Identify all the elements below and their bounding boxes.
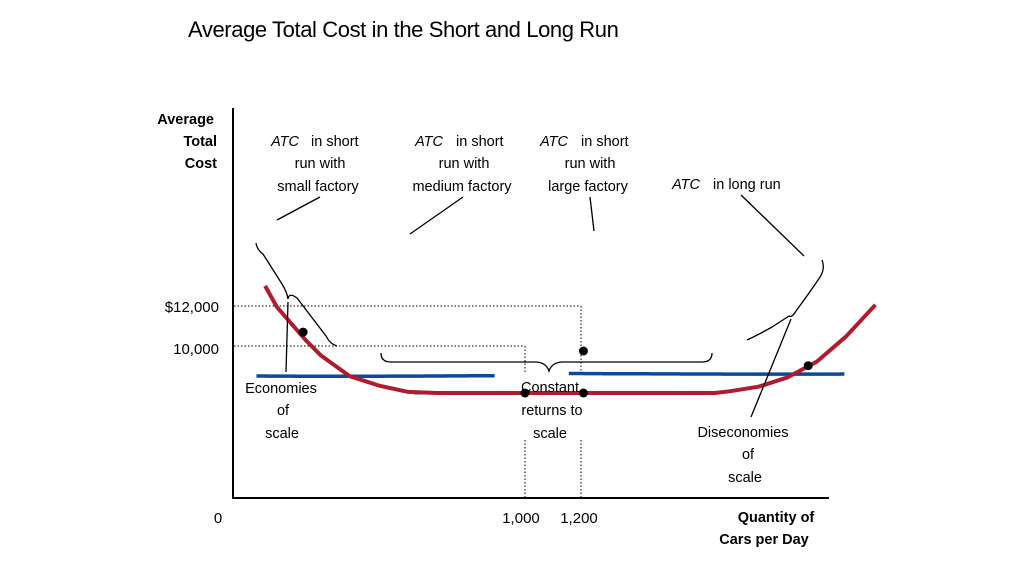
label-long-run-line-1: in long run: [713, 177, 781, 193]
point-1200-10000: [578, 388, 588, 398]
x-axis-title-line-1: Quantity of: [738, 510, 815, 526]
page-title: Average Total Cost in the Short and Long…: [188, 17, 619, 42]
brace-diseconomies-of-scale: [746, 259, 824, 341]
pointer-diseconomies: [750, 318, 792, 418]
pointer-economies: [285, 301, 289, 373]
diseconomies-line-3: scale: [728, 470, 762, 486]
label-medium-factory-line-1: in short: [456, 134, 504, 150]
label-large-factory-line-2: run with: [565, 156, 616, 172]
point-small-factory-tangency: [298, 327, 308, 337]
y-tick-label-10000: 10,000: [173, 341, 219, 358]
label-large-factory-line-1: in short: [581, 134, 629, 150]
label-large-factory-line-3: large factory: [548, 179, 629, 195]
x-tick-label-1000: 1,000: [502, 510, 540, 527]
point-1000-10000: [520, 388, 530, 398]
pointer-long-run: [740, 194, 805, 257]
atc-long-run-curve: [263, 284, 877, 395]
pointer-small-factory: [276, 196, 321, 221]
pointer-large-factory: [589, 196, 595, 232]
label-small-factory-atc: ATC: [270, 134, 299, 150]
constant-line-1: Constant: [521, 380, 579, 396]
economies-line-3: scale: [265, 426, 299, 442]
brace-constant-returns: [380, 352, 713, 374]
diseconomies-line-1: Diseconomies: [697, 425, 788, 441]
brace-economies-of-scale: [255, 242, 338, 347]
label-long-run: ATC in long run: [671, 177, 781, 193]
y-tick-label-12000: $12,000: [165, 299, 219, 316]
atc-short-run-large-factory-curve: [568, 371, 845, 376]
label-medium-factory-atc: ATC: [414, 134, 443, 150]
economies-line-1: Economies: [245, 381, 317, 397]
economies-line-2: of: [277, 403, 290, 419]
label-small-factory-line-3: small factory: [277, 179, 359, 195]
x-tick-label-1200: 1,200: [560, 510, 598, 527]
origin-label: 0: [214, 510, 222, 527]
constant-line-2: returns to: [521, 403, 582, 419]
label-medium-factory-line-3: medium factory: [412, 179, 512, 195]
atc-short-run-small-factory-curve: [256, 373, 495, 378]
diseconomies-line-2: of: [742, 447, 755, 463]
label-large-factory: ATC in short run with large factory: [539, 134, 629, 195]
constant-line-3: scale: [533, 426, 567, 442]
label-large-factory-atc: ATC: [539, 134, 568, 150]
label-small-factory: ATC in short run with small factory: [270, 134, 359, 195]
y-axis-title-line-1: Average: [157, 112, 214, 128]
pointer-medium-factory: [409, 196, 464, 235]
label-small-factory-line-1: in short: [311, 134, 359, 150]
label-small-factory-line-2: run with: [295, 156, 346, 172]
label-medium-factory-line-2: run with: [439, 156, 490, 172]
point-large-factory-tangency: [803, 361, 813, 371]
point-1200-12000: [578, 346, 588, 356]
label-medium-factory: ATC in short run with medium factory: [412, 134, 512, 195]
label-long-run-atc: ATC: [671, 177, 700, 193]
y-axis-title-line-3: Cost: [185, 156, 217, 172]
x-axis-title-line-2: Cars per Day: [719, 532, 808, 548]
y-axis-title-line-2: Total: [183, 134, 217, 150]
